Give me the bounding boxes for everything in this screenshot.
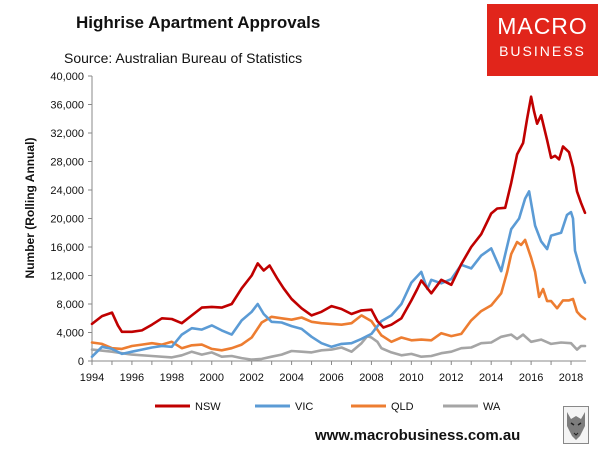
- x-tick-label: 2018: [559, 372, 583, 384]
- y-tick-label: 24,000: [50, 185, 84, 197]
- x-tick-label: 1994: [80, 372, 104, 384]
- x-tick-label: 2016: [519, 372, 543, 384]
- legend-label-nsw: NSW: [195, 401, 221, 413]
- macro-business-logo: MACRO BUSINESS: [487, 4, 598, 76]
- y-tick-label: 16,000: [50, 242, 84, 254]
- x-tick-label: 1996: [120, 372, 144, 384]
- y-tick-label: 40,000: [50, 71, 84, 83]
- logo-line-2: BUSINESS: [499, 43, 586, 59]
- y-tick-label: 4,000: [56, 328, 84, 340]
- y-tick-label: 32,000: [50, 128, 84, 140]
- chart-title: Highrise Apartment Approvals: [76, 13, 321, 32]
- logo-line-1: MACRO: [497, 13, 588, 39]
- x-tick-label: 2002: [239, 372, 263, 384]
- series-line-nsw: [90, 95, 587, 334]
- series-line-qld: [90, 238, 587, 352]
- y-tick-label: 0: [78, 356, 84, 368]
- legend-label-qld: QLD: [391, 401, 414, 413]
- x-tick-label: 2006: [319, 372, 343, 384]
- y-axis-label: Number (Rolling Annual): [23, 138, 37, 279]
- y-tick-label: 20,000: [50, 214, 84, 226]
- y-tick-label: 8,000: [56, 299, 84, 311]
- chart-subtitle: Source: Australian Bureau of Statistics: [64, 50, 303, 66]
- x-tick-label: 2014: [479, 372, 503, 384]
- legend-label-vic: VIC: [295, 401, 313, 413]
- x-tick-label: 2000: [200, 372, 224, 384]
- y-tick-label: 28,000: [50, 157, 84, 169]
- series-line-wa: [90, 333, 587, 361]
- wolf-icon: [563, 406, 589, 444]
- plot-area: 0 4,000 8,000 12,000 16,000 20,000 24,000 28,00…: [50, 71, 587, 384]
- x-tick-label: 2008: [359, 372, 383, 384]
- legend: NSW VIC QLD WA: [155, 401, 501, 413]
- x-tick-label: 1998: [160, 372, 184, 384]
- x-tick-label: 2012: [439, 372, 463, 384]
- website-url: www.macrobusiness.com.au: [315, 427, 521, 444]
- y-tick-label: 36,000: [50, 100, 84, 112]
- y-tick-label: 12,000: [50, 271, 84, 283]
- legend-label-wa: WA: [483, 401, 501, 413]
- x-tick-label: 2010: [399, 372, 423, 384]
- series-line-vic: [90, 190, 587, 358]
- x-tick-label: 2004: [279, 372, 303, 384]
